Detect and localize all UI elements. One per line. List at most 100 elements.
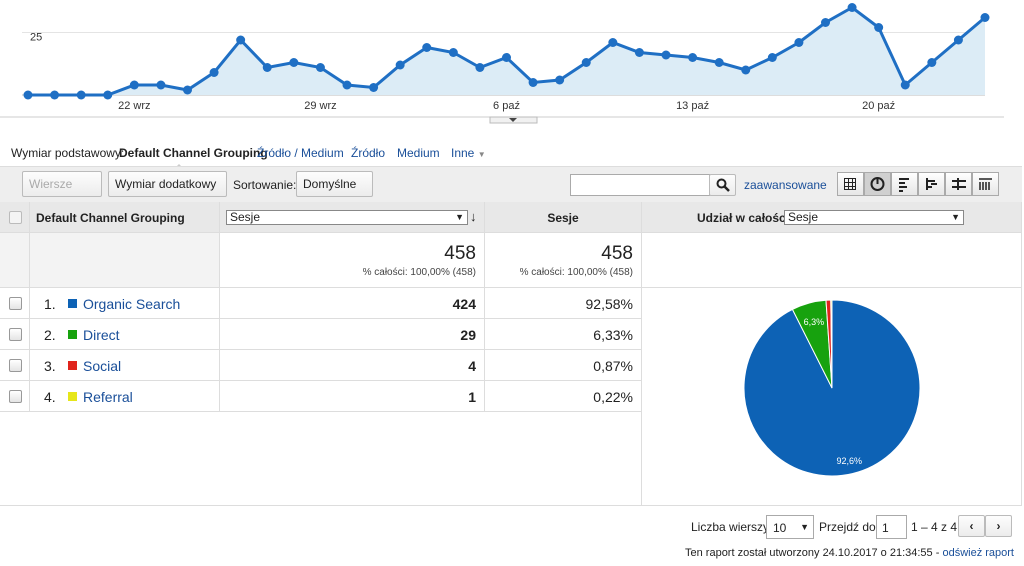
point — [980, 13, 990, 22]
point — [236, 35, 246, 45]
report-text: Ten raport został utworzony 24.10.2017 o… — [685, 547, 940, 559]
x-tick-label: 6 paź — [493, 100, 520, 112]
trend-chart: 25 22 wrz 29 wrz 6 paź 13 paź 20 paź — [0, 3, 1004, 124]
row-name[interactable]: Social — [83, 358, 122, 374]
point — [209, 68, 219, 77]
row-checkbox[interactable] — [9, 390, 22, 403]
point — [794, 38, 804, 47]
pie-slice — [830, 299, 833, 389]
next-button[interactable]: › — [985, 515, 1012, 537]
plot-rows-button[interactable]: Wiersze wykresu — [22, 171, 102, 197]
goto-label: Przejdź do: — [819, 520, 880, 534]
totals-cell — [0, 233, 30, 288]
point — [900, 80, 910, 90]
header-cell: Sesje ▼ ↓ — [220, 202, 485, 233]
x-tick-label: 22 wrz — [118, 100, 150, 112]
point — [475, 63, 485, 72]
row-share: 92,58% — [485, 288, 642, 319]
point — [634, 48, 644, 57]
point — [315, 63, 325, 72]
x-tick-label: 20 paź — [862, 100, 895, 112]
point — [847, 3, 857, 12]
point — [528, 78, 538, 87]
point — [395, 60, 405, 70]
dimension-link[interactable]: Medium — [397, 146, 440, 160]
metric-select[interactable]: Sesje ▼ — [226, 210, 468, 225]
x-tick-label: 29 wrz — [304, 100, 336, 112]
row-name[interactable]: Organic Search — [83, 296, 181, 312]
dimension-active[interactable]: Default Channel Grouping — [119, 146, 268, 160]
search-icon — [716, 178, 730, 192]
dimension-link[interactable]: Źródło / Medium — [257, 146, 344, 160]
label: Sesje — [230, 210, 261, 224]
link-text[interactable]: Inne — [451, 146, 475, 160]
point — [741, 65, 751, 75]
point — [661, 50, 671, 60]
label: Domyślne — [303, 177, 357, 191]
row-checkbox[interactable] — [9, 328, 22, 341]
dimension-header: Default Channel Grouping — [36, 211, 185, 225]
point — [76, 90, 86, 100]
page-range: 1 – 4 z 4 — [911, 520, 958, 534]
totals-cell: 458 % całości: 100,00% (458) — [220, 233, 485, 288]
total-value: 458 — [601, 243, 633, 264]
sort-arrow[interactable]: ↓ — [470, 209, 477, 224]
prev-button[interactable]: ‹ — [958, 515, 985, 537]
header-cell — [0, 202, 30, 233]
point — [767, 53, 777, 62]
label: Wymiar dodatkowy — [115, 177, 217, 191]
metric-header: Sesje — [547, 211, 579, 225]
pie-cell — [642, 288, 1022, 506]
goto-input[interactable]: 1 — [876, 515, 907, 539]
row-index: 4. — [44, 389, 56, 405]
share-select[interactable]: Sesje ▼ — [784, 210, 964, 225]
row-sessions: 29 — [220, 319, 485, 350]
search-input[interactable] — [570, 174, 710, 196]
sort-select[interactable]: Domyślne ▼ — [296, 171, 373, 214]
dimension-link[interactable]: Źródło — [351, 146, 386, 160]
row-dim-cell — [30, 288, 220, 319]
total-note: % całości: 100,00% (458) — [519, 267, 633, 278]
row-name[interactable]: Direct — [83, 327, 120, 343]
dimension-link[interactable]: Inne ▼ — [451, 146, 486, 160]
row-sessions: 4 — [220, 350, 485, 381]
total-value: 458 — [444, 243, 476, 264]
rows-label: Liczba wierszy: — [691, 520, 773, 534]
dimension-label: Wymiar podstawowy: — [11, 146, 125, 160]
row-check-cell — [0, 319, 30, 350]
header-cell: Default Channel Grouping — [30, 202, 220, 233]
point — [50, 90, 60, 100]
point — [156, 80, 166, 90]
secondary-dimension[interactable]: Wymiar dodatkowy ▼ — [108, 171, 227, 214]
point — [103, 90, 113, 100]
view-switcher[interactable] — [837, 172, 999, 196]
share-label: Udział w całości: — [697, 211, 794, 225]
search-button[interactable] — [709, 174, 736, 196]
point — [502, 53, 511, 62]
point — [183, 85, 192, 95]
sort-label: Sortowanie: — [233, 178, 297, 192]
row-check-cell — [0, 288, 30, 319]
row-index: 2. — [44, 327, 56, 343]
point — [608, 38, 618, 47]
label: 10 — [773, 521, 787, 535]
refresh-link[interactable]: odśwież raport — [942, 547, 1014, 559]
row-name[interactable]: Referral — [83, 389, 133, 405]
row-index: 1. — [44, 296, 56, 312]
select-all[interactable] — [9, 211, 22, 224]
advanced-link[interactable]: zaawansowane — [744, 178, 827, 192]
row-share: 0,87% — [485, 350, 642, 381]
point — [23, 90, 33, 100]
point — [289, 58, 299, 67]
row-swatch — [68, 330, 77, 339]
row-dim-cell — [30, 350, 220, 381]
row-checkbox[interactable] — [9, 297, 22, 310]
row-checkbox[interactable] — [9, 359, 22, 372]
point — [262, 63, 272, 72]
rows-select[interactable]: 10 ▼ — [766, 515, 814, 539]
row-share: 6,33% — [485, 319, 642, 350]
area — [28, 7, 985, 95]
collapse-arrow — [509, 118, 517, 122]
point — [821, 18, 830, 27]
